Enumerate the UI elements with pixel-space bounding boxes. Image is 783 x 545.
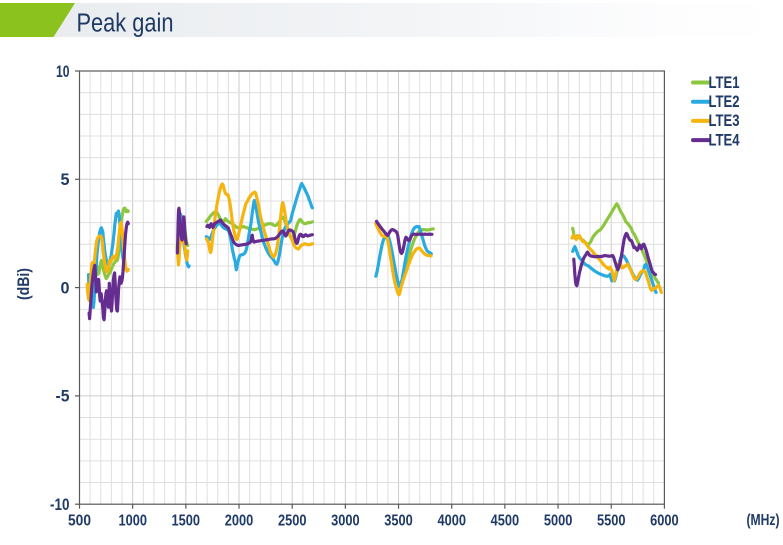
svg-text:10: 10 (56, 62, 70, 81)
svg-text:(dBi): (dBi) (14, 268, 33, 300)
svg-text:3500: 3500 (384, 513, 413, 530)
svg-text:4000: 4000 (437, 513, 466, 530)
svg-text:(MHz): (MHz) (747, 512, 780, 529)
svg-text:2500: 2500 (278, 513, 307, 530)
svg-text:1000: 1000 (118, 513, 147, 530)
svg-text:5000: 5000 (544, 513, 573, 530)
svg-text:500: 500 (68, 513, 91, 530)
svg-text:6000: 6000 (650, 513, 679, 530)
svg-text:5: 5 (61, 170, 70, 189)
svg-text:LTE3: LTE3 (709, 112, 740, 130)
svg-text:LTE1: LTE1 (709, 74, 740, 92)
svg-text:0: 0 (61, 278, 70, 297)
svg-text:4500: 4500 (491, 513, 520, 530)
svg-text:5500: 5500 (597, 513, 626, 530)
svg-text:-5: -5 (56, 387, 70, 406)
svg-text:1500: 1500 (172, 513, 201, 530)
svg-text:3000: 3000 (331, 513, 360, 530)
svg-text:-10: -10 (50, 495, 70, 514)
svg-text:2000: 2000 (225, 513, 254, 530)
svg-text:Peak gain: Peak gain (77, 10, 174, 38)
svg-text:LTE2: LTE2 (709, 93, 740, 111)
svg-text:LTE4: LTE4 (709, 131, 741, 149)
